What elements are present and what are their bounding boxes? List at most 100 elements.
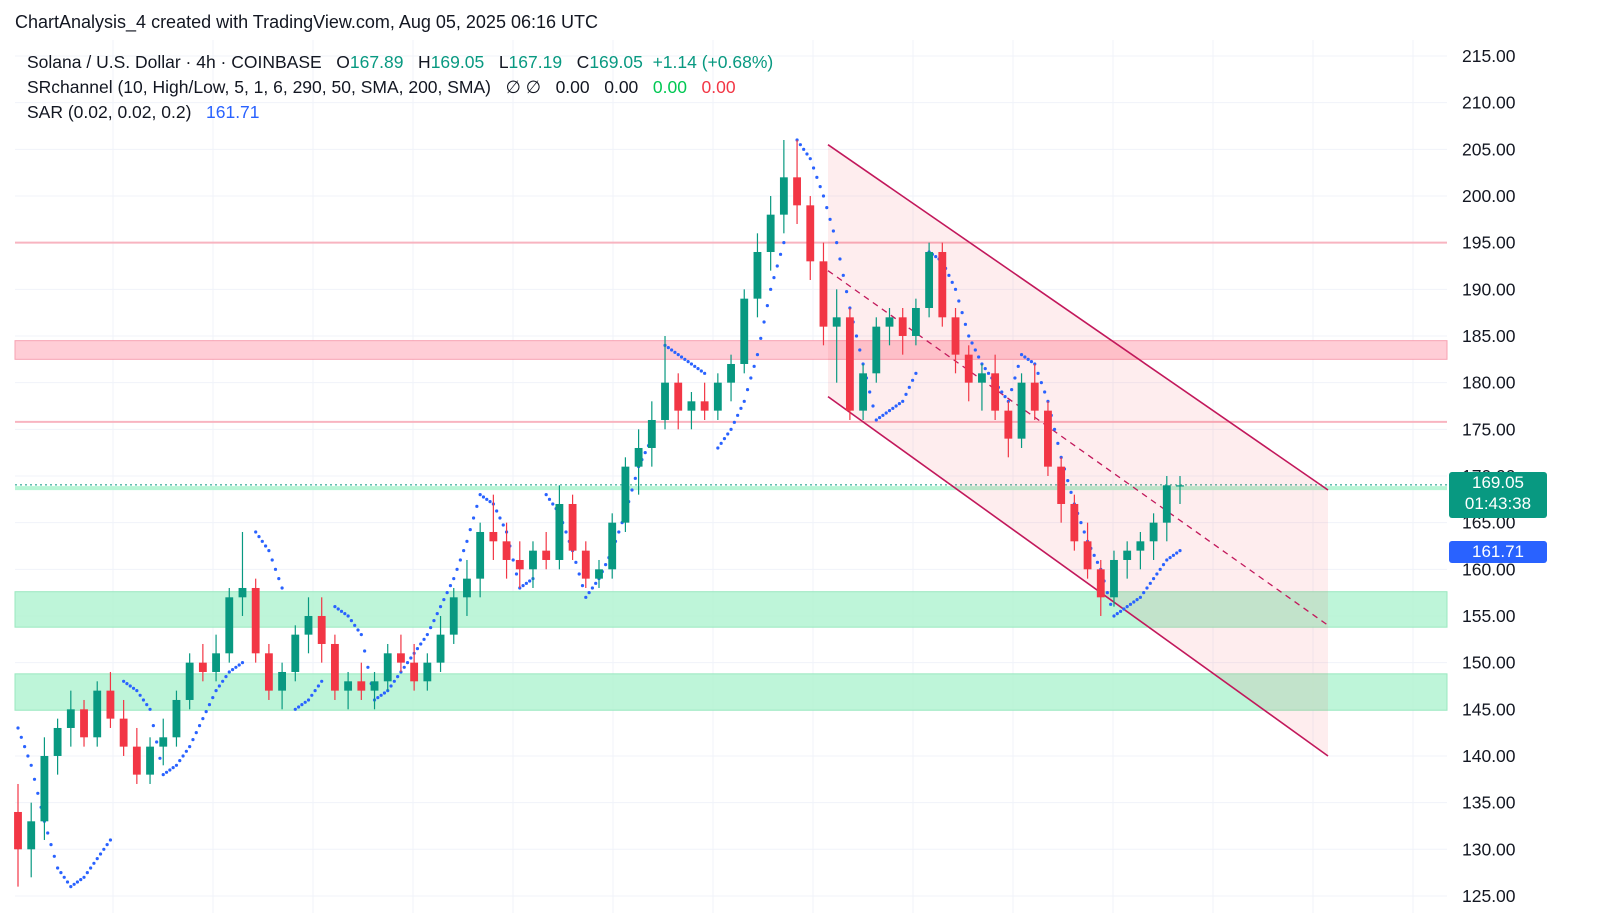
sar-legend[interactable]: SAR (0.02, 0.02, 0.2) 161.71 [27,102,260,123]
candle-up [859,373,868,411]
candle-down [938,251,947,318]
sar-dot [815,175,819,179]
sar-dot [950,280,954,284]
sar-dot [749,376,753,380]
sar-dot [1128,602,1133,606]
sar-dot [1161,563,1166,567]
sar-dot [957,299,961,303]
sar-dot [739,406,743,410]
srchannel-value-3: 0.00 [652,77,687,97]
sar-dot [155,740,159,744]
sar-dot [891,406,895,410]
sar-dot [468,528,472,532]
sar-dot [197,724,202,728]
sar-dot [471,516,476,520]
sar-dot [1019,353,1024,357]
sar-dot [138,693,142,697]
candle-down [1096,569,1105,598]
sar-dot [481,495,486,499]
sar-dot [52,854,56,858]
sar-dot [405,661,410,665]
sar-dot [353,623,357,627]
sar-dot [300,703,304,707]
sar-dot [1079,521,1083,525]
sar-dot [158,756,162,760]
sar-dot [1118,609,1123,613]
sar-dot [419,642,423,646]
channel-upper-line [827,144,1329,491]
sar-dot [524,581,528,585]
sar-dot [366,665,370,669]
symbol-legend[interactable]: Solana / U.S. Dollar · 4h · COINBASE O16… [27,52,773,73]
change-value: +1.14 (+0.68%) [652,52,774,72]
sar-dot [514,572,519,576]
sar-dot [69,885,73,889]
sar-dot [277,577,281,581]
sar-dot [313,689,317,693]
sar-dot [161,773,165,777]
sar-dot [742,399,746,403]
candle-up [225,597,234,654]
candle-up [159,737,168,747]
sar-dot [960,311,964,315]
sar-dot [765,304,769,308]
sar-dot [841,273,845,277]
sar-dot [131,686,136,690]
sar-dot [379,693,383,697]
sar-dot [881,413,885,417]
sar-dot [339,609,344,613]
sar-dot [263,544,268,548]
sar-dot [762,320,766,324]
srchannel-na-icons: ∅ ∅ [505,77,541,97]
srchannel-legend[interactable]: SRchannel (10, High/Low, 5, 1, 6, 290, 5… [27,77,736,98]
sar-dot [125,682,129,686]
sar-dot [828,217,832,221]
sar-dot [415,647,420,651]
candle-down [1044,410,1052,467]
srchannel-value-1: 0.00 [555,77,590,97]
candle-up [925,251,934,308]
sar-dot [871,404,875,408]
sar-dot [458,558,462,562]
candle-up [608,522,617,570]
sar-dot [587,591,591,595]
candle-up [634,447,643,467]
sar-dot [755,353,760,357]
sar-dot [1105,591,1109,595]
sar-dot [485,497,489,501]
candle-up [595,569,603,579]
candle-up [66,709,75,728]
sar-dot [1132,600,1136,604]
sar-dot [1092,553,1096,557]
candle-down [674,382,683,411]
sar-dot [254,530,258,534]
sar-dot [983,367,987,371]
sar-dot [501,523,505,527]
candle-up [766,214,775,252]
sar-dot [769,287,773,291]
sar-dot [887,409,892,413]
candle-down [119,718,128,747]
sar-dot [643,451,647,455]
sar-dot [402,665,406,669]
price-axis[interactable]: 215.00 210.00 205.00 200.00 195.00 190.00 185.… [1462,46,1516,906]
candle-up [463,578,471,598]
sar-dot [732,420,736,424]
sar-dot [293,707,297,711]
sar-dot [184,749,188,753]
candle-up [832,317,841,327]
sar-dot [617,530,621,534]
sar-dot [1145,586,1149,590]
sar-dot [280,586,284,590]
sar-dot [429,626,433,630]
sar-dot [831,229,835,233]
sar-dot [438,605,443,609]
price-axis-tick-label: 140.00 [1462,746,1516,766]
candle-down [819,261,828,327]
sar-dot [907,385,911,389]
candle-up [661,382,669,420]
candle-down [410,662,419,682]
price-axis-tick-label: 180.00 [1462,373,1516,393]
open-label: O [336,52,350,72]
